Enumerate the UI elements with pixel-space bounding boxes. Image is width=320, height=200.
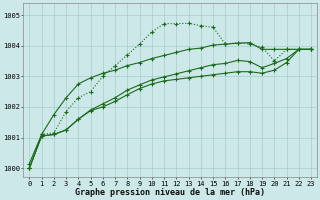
X-axis label: Graphe pression niveau de la mer (hPa): Graphe pression niveau de la mer (hPa): [75, 188, 265, 197]
